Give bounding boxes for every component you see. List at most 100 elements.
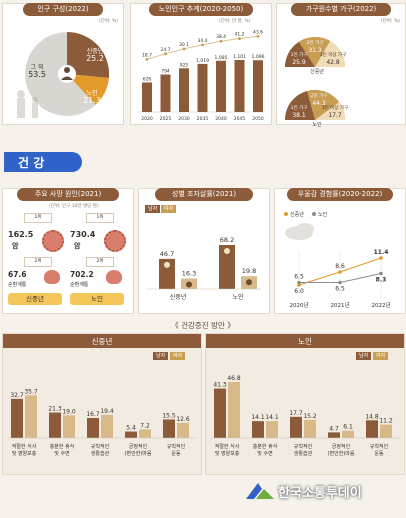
practice-male-label: 32.7 [10, 392, 24, 399]
practice-category-label: 긍정적인 [332, 443, 351, 450]
death-group-label: 신중년 [8, 293, 62, 305]
trend-bar [216, 60, 226, 112]
depression-value-middle: 8.6 [335, 263, 345, 270]
depression-legend-middle: 신중년 [290, 211, 304, 218]
household-old-2-value: 44.3 [312, 100, 326, 107]
practice-category-label: 생활습관 [91, 450, 110, 457]
death-rank1-value: 162.5 [8, 230, 34, 239]
practice-female-label: 11.2 [379, 418, 393, 425]
suicide-title: 성별 조자살률(2021) [155, 188, 253, 201]
pie-slice-middle [67, 31, 110, 78]
practice-category-label: 적절한 식사 [12, 443, 37, 450]
death-cause-title: 주요 사망 원인(2021) [17, 188, 119, 201]
household-mid-2-label: 2인 가구 [306, 41, 324, 46]
suicide-card: 성별 조자살률(2021) 남자 여자 46.7 16.3 신중년 68.2 19.8 노… [138, 188, 270, 314]
practice-male-label: 14.8 [365, 413, 379, 420]
practice-bar-female [228, 382, 240, 438]
trend-year-label: 2045 [234, 116, 246, 122]
trend-pct-point [201, 43, 204, 47]
household-old-3-value: 17.7 [328, 112, 342, 119]
practice-category-label: 긍정적인 [129, 443, 148, 450]
household-old-1-label: 1인 가구 [290, 106, 308, 111]
practice-category-label: 규칙적인 [91, 443, 110, 450]
logo-text: 한국소통투데이 [278, 486, 362, 501]
trend-pct-label: 24.7 [160, 47, 170, 53]
trend-bar-label: 1,019 [196, 58, 209, 64]
depression-point-middle [338, 270, 342, 274]
practice-bar-male [214, 388, 226, 438]
trend-bar [179, 68, 189, 112]
elderly-trend-card: 노인인구 추계(2020-2050) (단위: 만 명, %) 626 2020 7… [130, 3, 272, 125]
trend-year-label: 2035 [197, 116, 209, 122]
suicide-chart: 46.7 16.3 신중년 68.2 19.8 노인 [147, 236, 261, 301]
household-title: 가구원수별 가구(2022) [291, 3, 391, 16]
trend-year-label: 2050 [252, 116, 264, 122]
trend-bar-label: 626 [143, 76, 152, 82]
person-icon [186, 281, 192, 288]
trend-bar [142, 82, 152, 112]
trend-pct-point [219, 39, 223, 43]
trend-bar [160, 74, 171, 112]
trend-bar [253, 60, 263, 112]
trend-year-label: 2040 [215, 116, 227, 122]
trend-pct-label: 30.1 [179, 42, 189, 48]
practice-female-label: 14.1 [265, 414, 279, 421]
trend-year-label: 2025 [160, 116, 172, 122]
practice-bar-female [266, 421, 278, 438]
depression-value-middle: 11.4 [374, 249, 389, 256]
suicide-male-label: 68.2 [220, 236, 234, 244]
pie-value-others: 53.5 [28, 70, 46, 79]
practice-male-label: 15.5 [162, 412, 176, 419]
heart-icon [44, 270, 60, 284]
suicide-category-label: 신중년 [170, 293, 187, 301]
logo-icon [246, 483, 274, 499]
practice-category-label: 및 수면 [257, 450, 273, 457]
population-card: 인구 구성(2022) (단위: %) 신중년 25.2 노인 21.3 그 외… [2, 3, 124, 125]
practice-title: 《 건강증진 방안 》 [171, 321, 235, 330]
practice-bar-male [366, 420, 378, 438]
practice-male-label: 4.7 [329, 425, 339, 432]
practice-bar-male [290, 416, 302, 438]
pie-value-middle: 25.2 [86, 54, 104, 63]
suicide-category-label: 노인 [232, 294, 243, 301]
trend-pct-point [256, 34, 260, 38]
heart-icon [106, 270, 122, 284]
practice-male-label: 14.1 [251, 414, 265, 421]
practice-female-label: 12.6 [176, 416, 190, 423]
trend-bar [234, 60, 245, 112]
suicide-bar-male [159, 258, 175, 289]
death-rank2-cause: 순환계통 [8, 282, 27, 288]
cancer-icon [104, 230, 126, 252]
practice-middle-legend-female: 여자 [170, 352, 186, 360]
depression-value-elderly: 8.3 [376, 277, 387, 284]
practice-female-label: 6.1 [343, 424, 353, 431]
practice-female-label: 15.2 [303, 413, 317, 420]
trend-bar-label: 1,101 [233, 54, 246, 60]
pie-label-others: 그 외 [30, 64, 44, 71]
pie-label-elderly: 노인 [86, 90, 98, 97]
practice-elderly-title: 노인 [298, 337, 312, 346]
depression-year-label: 2022년 [371, 301, 390, 309]
practice-bar-female [380, 424, 392, 438]
death-rank2-cause: 순환계통 [70, 282, 89, 288]
practice-male-label: 16.7 [86, 411, 100, 418]
trend-pct-label: 38.4 [216, 34, 226, 40]
suicide-female-label: 19.8 [242, 267, 256, 275]
depression-point-middle [379, 256, 383, 260]
practice-bar-female [342, 430, 354, 438]
pie-value-elderly: 21.3 [83, 96, 101, 105]
practice-category-label: (편안한)마음 [125, 450, 152, 457]
trend-year-label: 2020 [141, 116, 153, 122]
trend-pct-point [145, 57, 149, 61]
death-rank1-value: 730.4 [70, 230, 96, 239]
practice-category-label: 규칙적인 [370, 443, 389, 450]
population-title: 인구 구성(2022) [23, 3, 103, 16]
suicide-legend-male: 남자 [145, 205, 161, 213]
practice-female-label: 35.7 [24, 388, 38, 395]
practice-category-label: 운동 [374, 451, 384, 457]
household-chart [284, 37, 345, 120]
depression-legend-elderly: 노인 [318, 211, 328, 218]
trend-bar-label: 1,085 [215, 55, 228, 61]
trend-bar-label: 794 [161, 68, 170, 74]
practice-male-label: 17.7 [289, 410, 303, 417]
